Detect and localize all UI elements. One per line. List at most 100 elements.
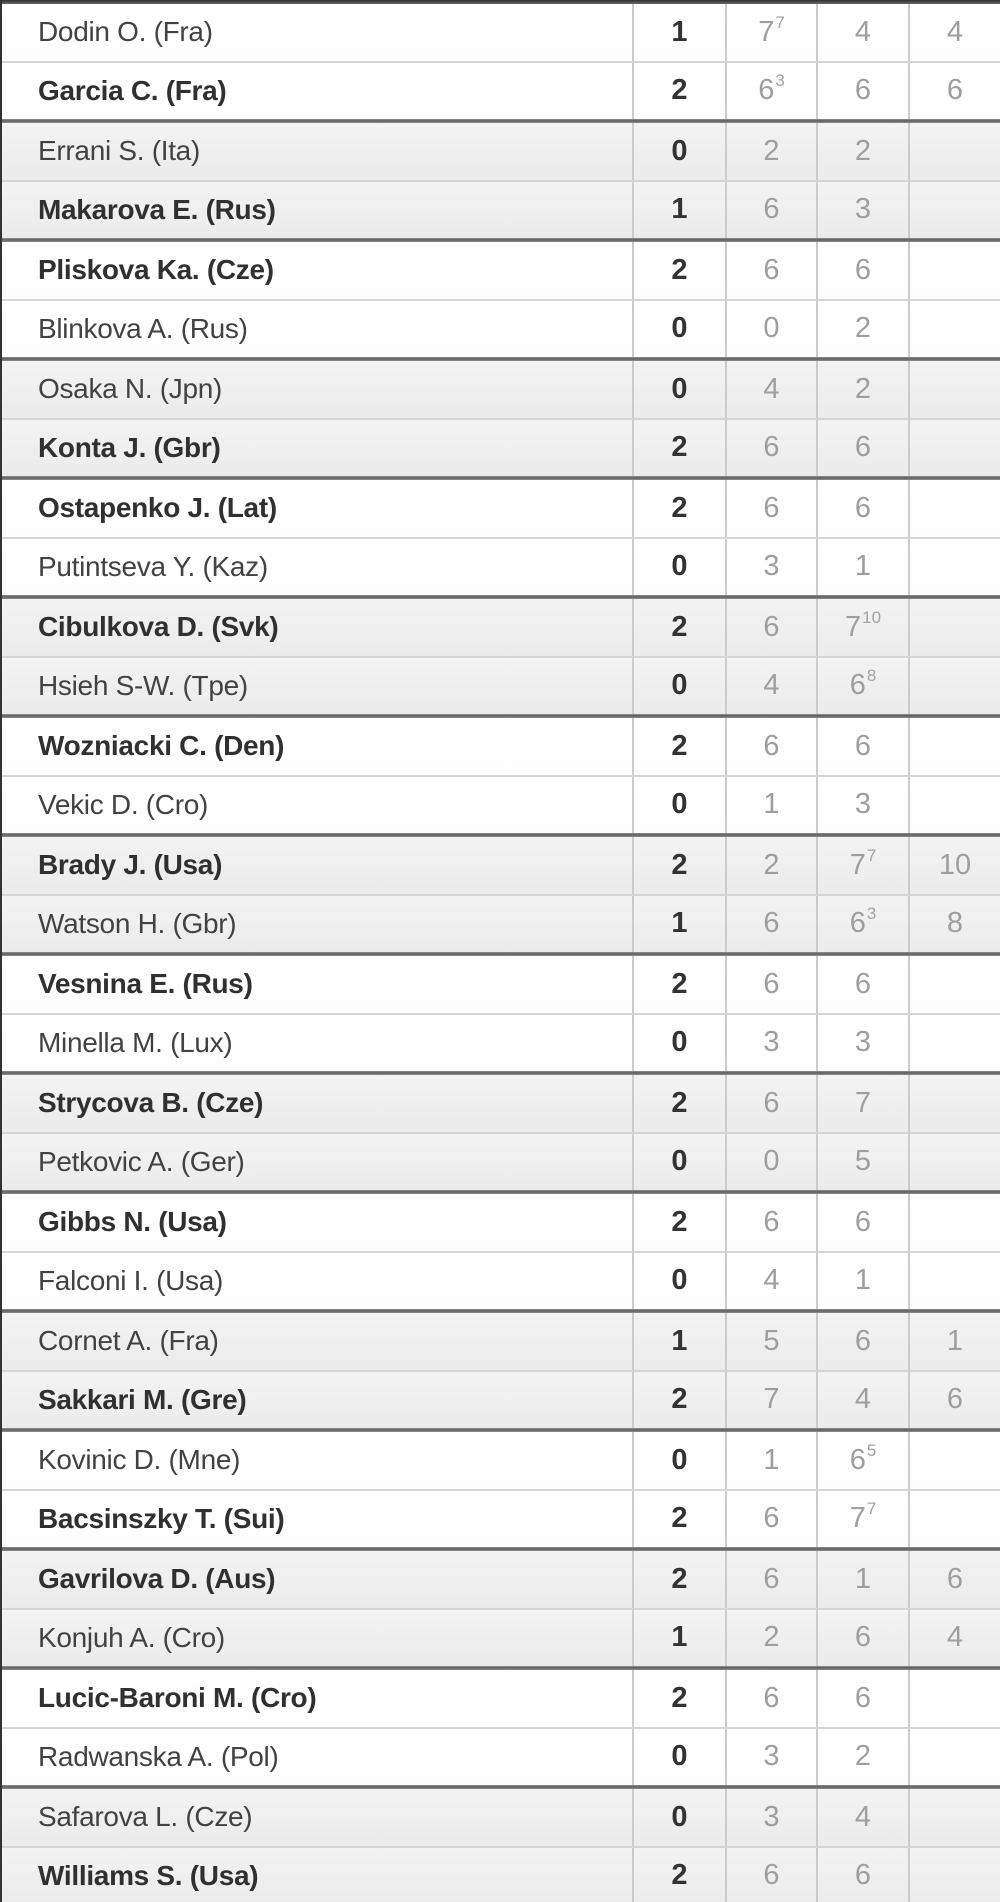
pair-separator [2, 1488, 1000, 1491]
set2-score: 6 [816, 1313, 908, 1370]
set1-score: 4 [725, 657, 816, 714]
sets-won: 2 [632, 62, 725, 119]
player-row[interactable]: Cornet A. (Fra) 1 5 6 1 [2, 1313, 1000, 1370]
games-value: 6 [763, 907, 780, 940]
set2-score: 1 [816, 1551, 908, 1608]
games-value: 6 [854, 967, 872, 1000]
player-row[interactable]: Strycova B. (Cze) 2 6 7 [2, 1075, 1000, 1132]
tiebreak-value: 7 [775, 12, 785, 32]
set3-score: 8 [908, 895, 1000, 952]
games-value: 7 [758, 15, 775, 48]
player-row[interactable]: Falconi I. (Usa) 0 4 1 [2, 1252, 1000, 1309]
sets-won: 2 [632, 956, 725, 1013]
player-row[interactable]: Vesnina E. (Rus) 2 6 6 [2, 956, 1000, 1013]
games-value: 6 [854, 1681, 872, 1714]
tiebreak-value: 10 [862, 607, 882, 627]
player-row[interactable]: Ostapenko J. (Lat) 2 6 6 [2, 480, 1000, 537]
player-row[interactable]: Konjuh A. (Cro) 1 2 6 4 [2, 1609, 1000, 1666]
set2-score: 3 [816, 776, 908, 833]
set3-score [908, 718, 1000, 775]
set3-score [908, 776, 1000, 833]
set1-score: 6 [725, 956, 816, 1013]
match-separator [2, 1071, 1000, 1075]
player-row[interactable]: Wozniacki C. (Den) 2 6 6 [2, 718, 1000, 775]
match-separator [2, 833, 1000, 837]
player-row[interactable]: Konta J. (Gbr) 2 6 6 [2, 419, 1000, 476]
sets-won: 1 [632, 181, 725, 238]
set3-score: 1 [908, 1313, 1000, 1370]
player-row[interactable]: Safarova L. (Cze) 0 3 4 [2, 1789, 1000, 1846]
sets-won: 1 [632, 4, 725, 61]
sets-won: 0 [632, 1789, 725, 1846]
set2-score: 4 [816, 4, 908, 61]
sets-won: 1 [632, 895, 725, 952]
games-value: 6 [763, 1502, 780, 1535]
player-row[interactable]: Vekic D. (Cro) 0 1 3 [2, 776, 1000, 833]
games-value: 6 [763, 431, 780, 464]
match-separator [2, 714, 1000, 718]
player-row[interactable]: Lucic-Baroni M. (Cro) 2 6 6 [2, 1670, 1000, 1727]
player-row[interactable]: Gibbs N. (Usa) 2 6 6 [2, 1194, 1000, 1251]
player-row[interactable]: Osaka N. (Jpn) 0 4 2 [2, 361, 1000, 418]
set2-score: 1 [816, 1252, 908, 1309]
player-row[interactable]: Radwanska A. (Pol) 0 3 2 [2, 1728, 1000, 1785]
games-value: 6 [763, 253, 780, 286]
sets-won: 0 [632, 538, 725, 595]
player-row[interactable]: Gavrilova D. (Aus) 2 6 1 6 [2, 1551, 1000, 1608]
player-row[interactable]: Cibulkova D. (Svk) 2 6 7 10 [2, 599, 1000, 656]
pair-separator [2, 1012, 1000, 1015]
sets-won: 0 [632, 1252, 725, 1309]
set3-score [908, 956, 1000, 1013]
set2-score: 7 10 [816, 599, 908, 656]
games-value: 6 [854, 729, 872, 762]
set1-score: 3 [725, 1014, 816, 1071]
player-row[interactable]: Errani S. (Ita) 0 2 2 [2, 123, 1000, 180]
player-name: Konjuh A. (Cro) [38, 1621, 225, 1653]
set1-score: 6 [725, 419, 816, 476]
sets-won: 2 [632, 1371, 725, 1428]
match-separator [2, 1309, 1000, 1313]
player-row[interactable]: Pliskova Ka. (Cze) 2 6 6 [2, 242, 1000, 299]
pair-separator [2, 1607, 1000, 1610]
set2-score: 1 [816, 538, 908, 595]
player-row[interactable]: Putintseva Y. (Kaz) 0 3 1 [2, 538, 1000, 595]
player-row[interactable]: Makarova E. (Rus) 1 6 3 [2, 181, 1000, 238]
games-value: 0 [763, 312, 780, 345]
pair-separator [2, 298, 1000, 301]
sets-won: 0 [632, 361, 725, 418]
sets-won: 0 [632, 657, 725, 714]
games-value: 10 [938, 848, 972, 881]
set3-score [908, 361, 1000, 418]
set3-score [908, 1014, 1000, 1071]
player-row[interactable]: Blinkova A. (Rus) 0 0 2 [2, 300, 1000, 357]
set2-score: 6 [816, 718, 908, 775]
set2-score: 6 [816, 1670, 908, 1727]
set1-score: 2 [725, 837, 816, 894]
player-row[interactable]: Williams S. (Usa) 2 6 6 [2, 1847, 1000, 1902]
player-row[interactable]: Sakkari M. (Gre) 2 7 4 6 [2, 1371, 1000, 1428]
games-value: 3 [763, 1026, 780, 1059]
set2-score: 6 [816, 1847, 908, 1902]
tiebreak-value: 3 [866, 904, 877, 924]
games-value: 6 [854, 1205, 872, 1238]
match-separator [2, 1547, 1000, 1551]
set2-score: 6 [816, 242, 908, 299]
player-name: Sakkari M. (Gre) [38, 1383, 247, 1415]
tiebreak-value: 5 [866, 1440, 877, 1460]
pair-separator [2, 655, 1000, 658]
pair-separator [2, 1726, 1000, 1729]
player-row[interactable]: Petkovic A. (Ger) 0 0 5 [2, 1133, 1000, 1190]
set2-score: 6 [816, 1194, 908, 1251]
games-value: 6 [849, 1443, 866, 1476]
player-row[interactable]: Minella M. (Lux) 0 3 3 [2, 1014, 1000, 1071]
games-value: 4 [854, 15, 872, 48]
player-name: Cornet A. (Fra) [38, 1325, 219, 1357]
